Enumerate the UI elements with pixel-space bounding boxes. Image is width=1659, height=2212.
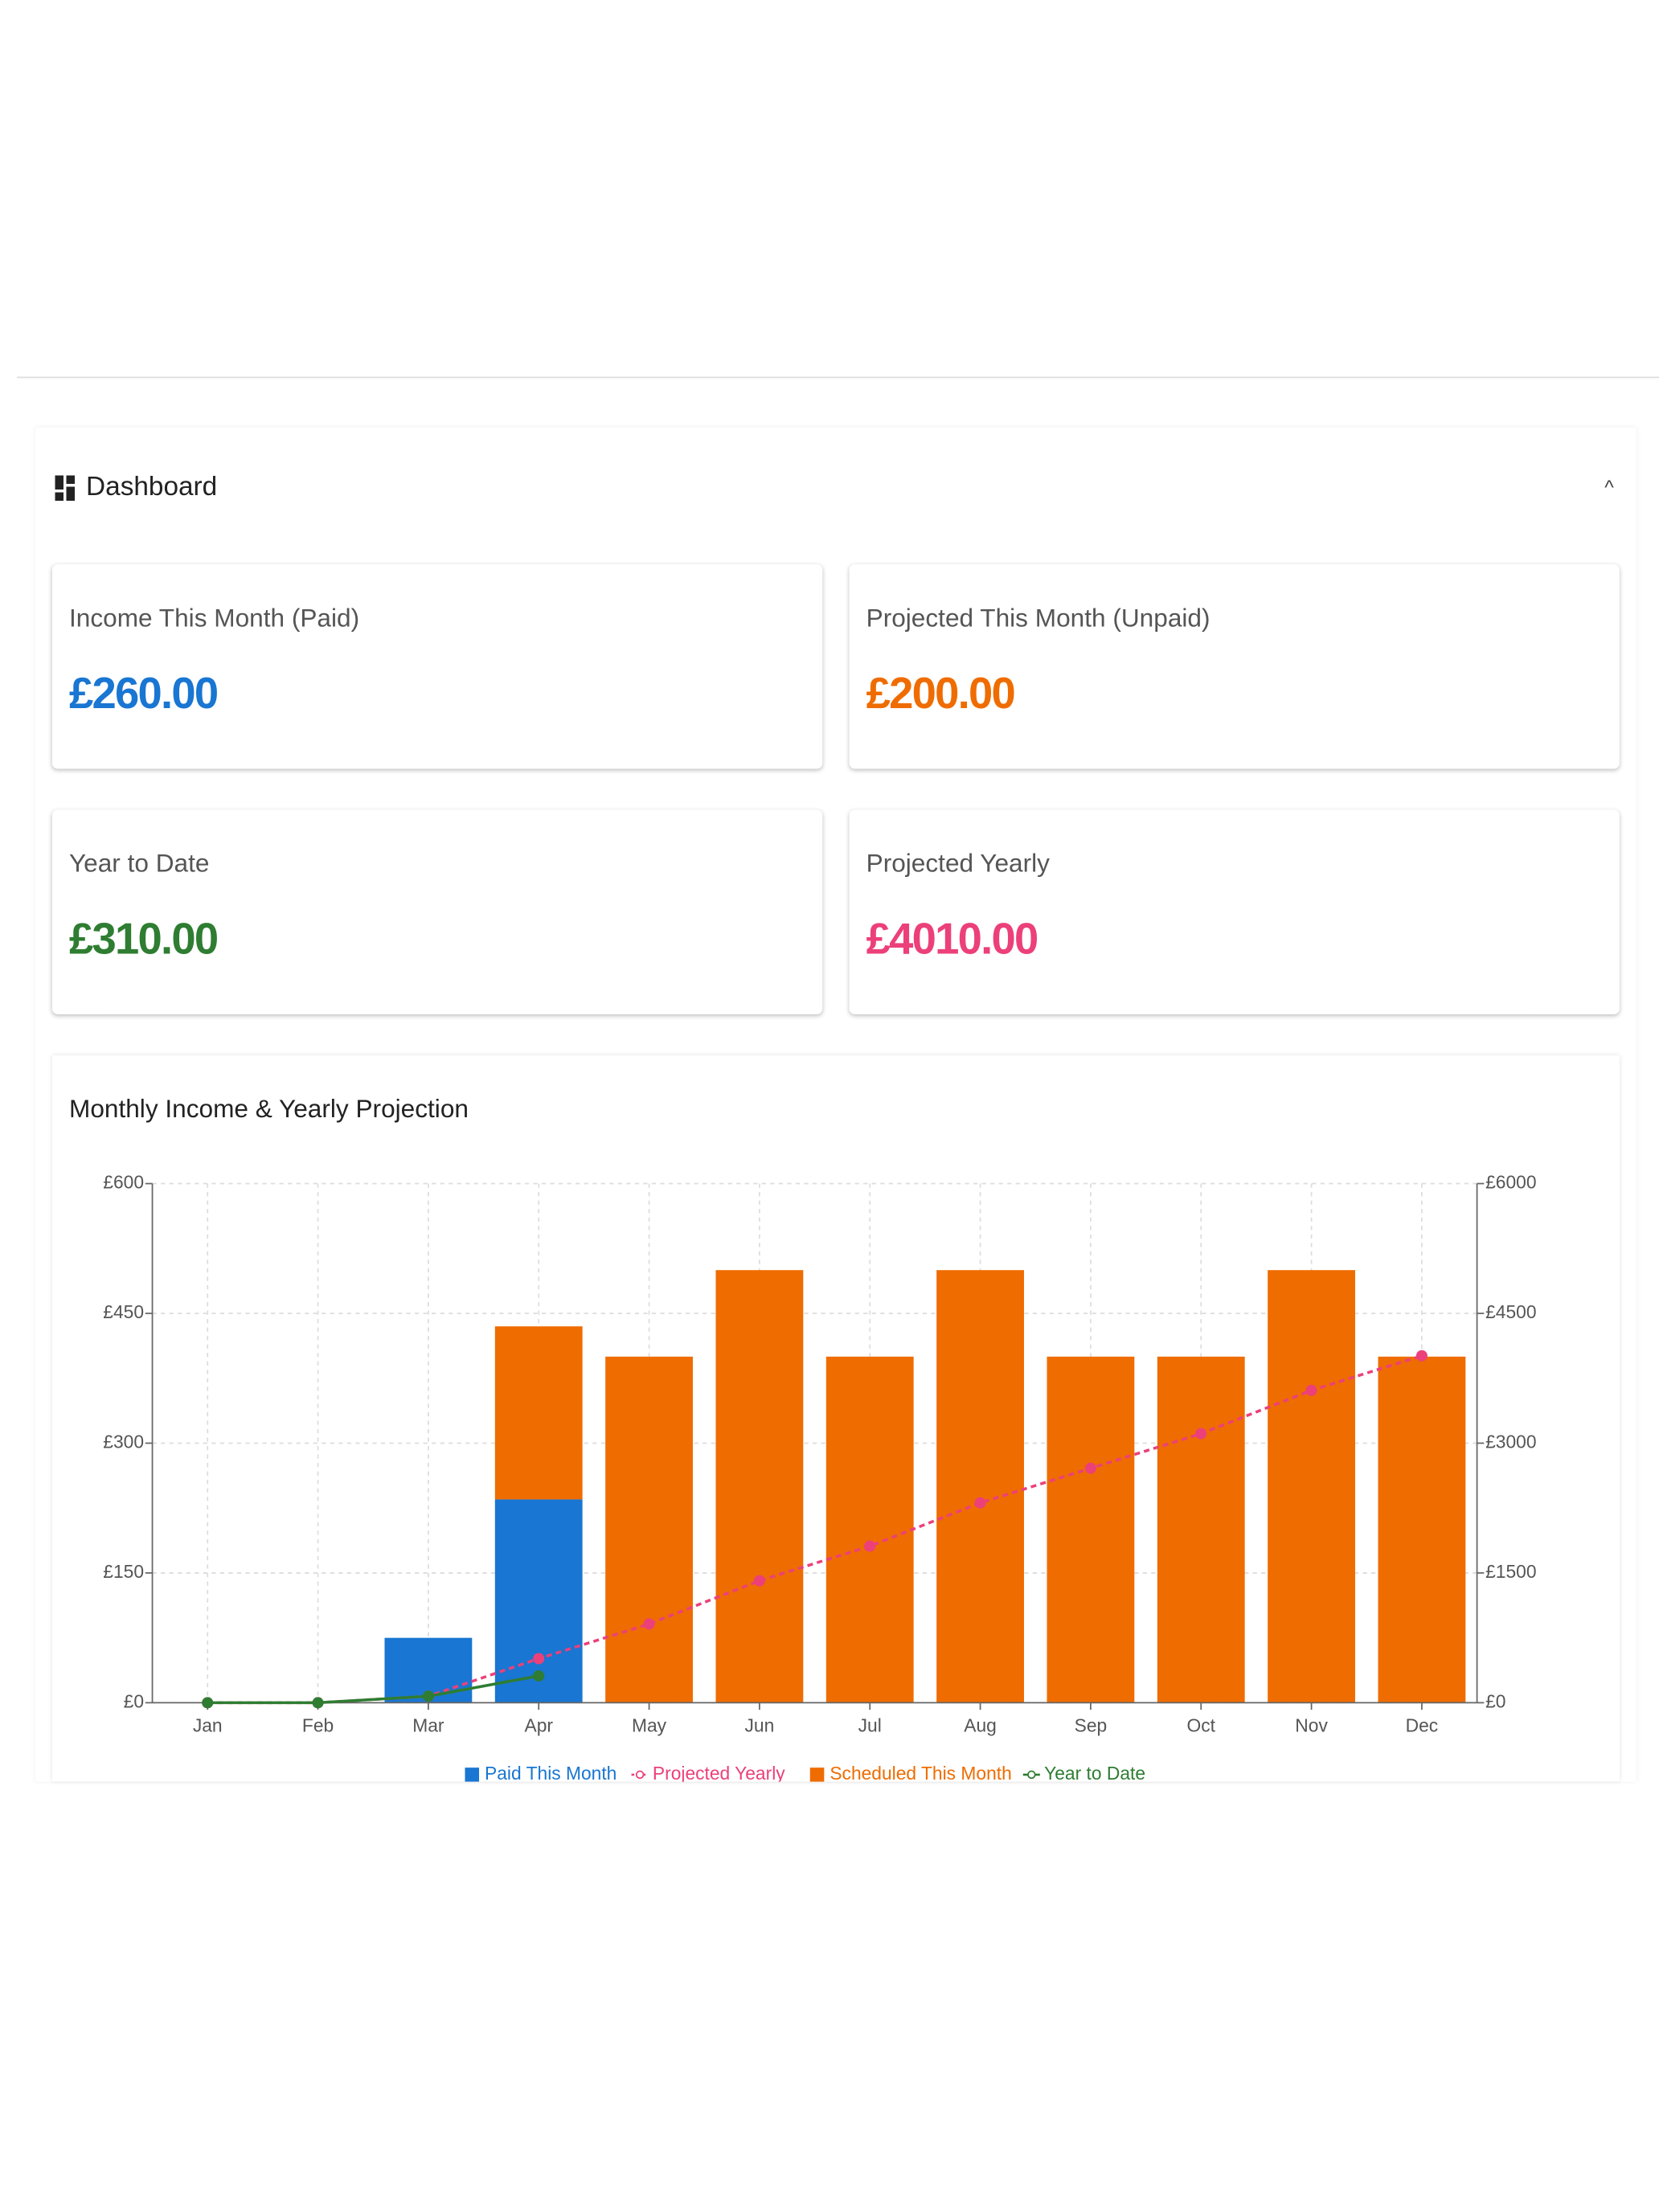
divider xyxy=(17,376,1659,379)
x-tick-label: Jul xyxy=(858,1714,882,1735)
y-tick-label: £600 xyxy=(103,1172,144,1193)
x-tick-label: Mar xyxy=(412,1714,444,1735)
bar xyxy=(1268,1270,1355,1703)
bar xyxy=(715,1270,804,1703)
y-tick-label: £450 xyxy=(103,1301,144,1322)
card-label: Projected Yearly xyxy=(866,849,1050,878)
card-label: Year to Date xyxy=(68,849,210,878)
x-tick-label: Oct xyxy=(1187,1714,1216,1735)
legend-label: Scheduled This Month xyxy=(830,1763,1011,1782)
chart-card: Monthly Income & Yearly Projection £0 £15… xyxy=(52,1055,1620,1782)
x-tick-label: Nov xyxy=(1295,1714,1328,1735)
legend-label: Year to Date xyxy=(1044,1763,1145,1782)
y2-tick-label: £1500 xyxy=(1485,1561,1536,1582)
legend-label: Projected Yearly xyxy=(653,1763,785,1782)
stat-card: Income This Month (Paid) £260.00 xyxy=(51,564,823,769)
point xyxy=(643,1618,655,1630)
x-tick-label: May xyxy=(632,1714,667,1735)
point xyxy=(202,1697,214,1709)
bar xyxy=(1378,1356,1466,1703)
legend-label: Paid This Month xyxy=(485,1763,616,1782)
y-tick-label: £0 xyxy=(124,1690,144,1711)
y-tick-label: £300 xyxy=(103,1431,144,1452)
bar xyxy=(1157,1356,1245,1703)
card-value: £260.00 xyxy=(68,668,219,719)
panel-header[interactable]: Dashboard xyxy=(55,473,217,504)
card-value: £200.00 xyxy=(866,668,1016,719)
x-tick-label: Sep xyxy=(1075,1714,1108,1735)
line xyxy=(207,1674,539,1705)
bar xyxy=(605,1356,693,1703)
card-label: Income This Month (Paid) xyxy=(68,604,360,633)
legend-swatch xyxy=(1027,1770,1036,1780)
point xyxy=(1084,1462,1096,1474)
y2-tick-label: £0 xyxy=(1485,1690,1505,1711)
card-value: £310.00 xyxy=(68,914,219,964)
bar xyxy=(494,1326,583,1500)
x-tick-label: Apr xyxy=(524,1714,553,1735)
x-tick-label: Aug xyxy=(964,1714,997,1735)
point xyxy=(1305,1384,1317,1396)
point xyxy=(864,1540,876,1552)
dashboard-panel: Dashboard ^ Income This Month (Paid) £260… xyxy=(35,427,1636,1782)
card-value: £4010.00 xyxy=(866,914,1039,964)
point xyxy=(974,1497,986,1509)
legend-swatch xyxy=(635,1770,645,1780)
dashboard-icon xyxy=(55,475,76,502)
point xyxy=(1195,1428,1207,1440)
bar xyxy=(1047,1356,1135,1703)
collapse-button[interactable]: ^ xyxy=(1604,475,1614,498)
panel-title: Dashboard xyxy=(86,472,218,502)
y2-tick-label: £3000 xyxy=(1485,1431,1536,1452)
stat-card: Year to Date £310.00 xyxy=(51,809,823,1014)
stat-card: Projected This Month (Unpaid) £200.00 xyxy=(849,564,1620,769)
chart-title: Monthly Income & Yearly Projection xyxy=(68,1094,469,1124)
legend-swatch xyxy=(465,1768,480,1782)
y2-tick-label: £6000 xyxy=(1485,1172,1536,1193)
bar xyxy=(936,1270,1024,1703)
point xyxy=(753,1575,765,1587)
card-label: Projected This Month (Unpaid) xyxy=(866,604,1210,633)
point xyxy=(1415,1350,1428,1362)
y-tick-label: £150 xyxy=(103,1561,144,1582)
x-tick-label: Feb xyxy=(302,1714,334,1735)
bar xyxy=(825,1356,914,1703)
point xyxy=(422,1690,434,1702)
y2-tick-label: £4500 xyxy=(1485,1301,1536,1322)
legend-swatch xyxy=(809,1768,825,1782)
x-tick-label: Jun xyxy=(745,1714,775,1735)
point xyxy=(533,1670,545,1682)
chart: £0 £150 £300 £450 £600 £0 £1500 £3000 £4500 £6000… xyxy=(103,1172,1537,1782)
point xyxy=(312,1697,324,1709)
stat-card: Projected Yearly £4010.00 xyxy=(849,809,1620,1014)
point xyxy=(533,1653,545,1665)
x-tick-label: Dec xyxy=(1406,1714,1439,1735)
x-tick-label: Jan xyxy=(193,1714,223,1735)
